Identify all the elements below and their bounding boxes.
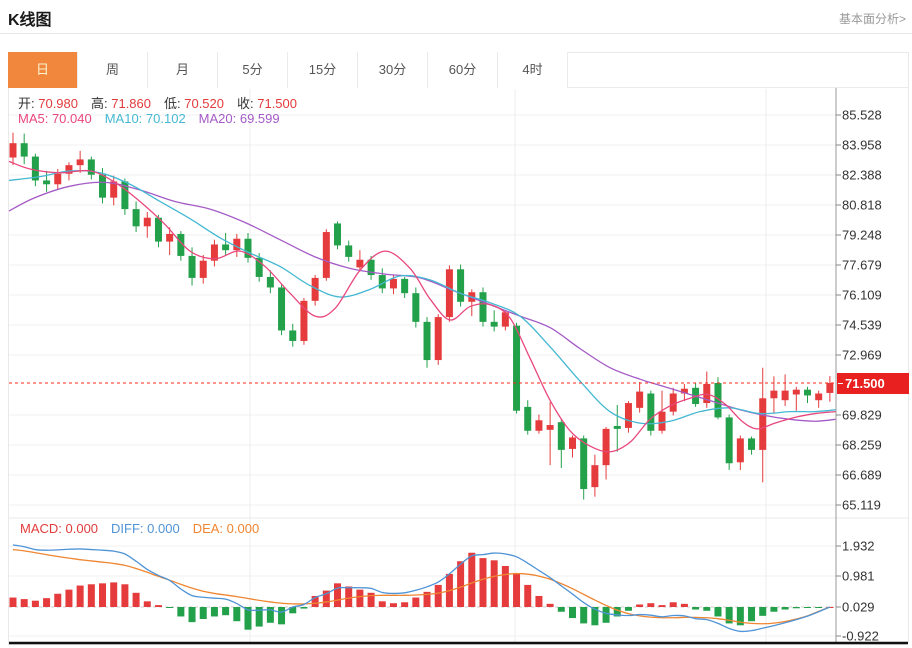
tab-period-5[interactable]: 30分 (358, 52, 428, 88)
price-tick: 68.259 (842, 437, 882, 453)
tab-period-6[interactable]: 60分 (428, 52, 498, 88)
price-tick: 65.119 (842, 497, 881, 513)
macd-tick: 1.932 (842, 538, 875, 554)
title-divider (0, 33, 912, 34)
price-tick: 69.829 (842, 407, 882, 423)
macd-tick: 0.981 (842, 568, 875, 584)
tab-period-4[interactable]: 15分 (288, 52, 358, 88)
ohlc-legend: 开: 70.980 高: 71.860 低: 70.520 收: 71.500 (18, 93, 310, 112)
tab-period-1[interactable]: 周 (78, 52, 148, 88)
ohlc-row-item: 高: 71.860 (91, 96, 151, 111)
macd-legend: MACD: 0.000 DIFF: 0.000 DEA: 0.000 (20, 521, 272, 536)
price-tick: 83.958 (842, 137, 882, 153)
ma-legend: MA5: 70.040 MA10: 70.102 MA20: 69.599 (18, 111, 293, 126)
price-tick: 79.248 (842, 227, 882, 243)
price-tick: 74.539 (842, 317, 882, 333)
tab-period-2[interactable]: 月 (148, 52, 218, 88)
current-price-badge: 71.500 (837, 373, 909, 394)
price-tick: 82.388 (842, 167, 882, 183)
price-tick: 77.679 (842, 257, 882, 273)
fundamental-analysis-link[interactable]: 基本面分析> (838, 12, 906, 26)
macd-tick: 0.029 (842, 599, 875, 615)
price-tick: 72.969 (842, 347, 882, 363)
ohlc-row-item: 低: 70.520 (164, 96, 224, 111)
tab-period-3[interactable]: 5分 (218, 52, 288, 88)
period-tabbar: 日周月 5分 15分 30分 60分 4时 (8, 52, 909, 88)
tab-period-7[interactable]: 4时 (498, 52, 568, 88)
price-tick: 85.528 (842, 107, 882, 123)
ohlc-row-item: 收: 71.500 (237, 96, 297, 111)
price-tick: 76.109 (842, 287, 882, 303)
macd-row-item: DIFF: 0.000 (111, 521, 180, 536)
macd-row-item: MACD: 0.000 (20, 521, 99, 536)
tab-period-0[interactable]: 日 (8, 52, 78, 88)
ma-row-item: MA20: 69.599 (198, 111, 280, 126)
ohlc-row-item: 开: 70.980 (18, 96, 78, 111)
price-tick: 80.818 (842, 197, 882, 213)
macd-row-item: DEA: 0.000 (192, 521, 260, 536)
price-tick: 66.689 (842, 467, 882, 483)
macd-tick: -0.922 (842, 628, 879, 644)
ma-row-item: MA10: 70.102 (104, 111, 186, 126)
page-title: K线图 (8, 12, 52, 29)
ma-row-item: MA5: 70.040 (18, 111, 92, 126)
